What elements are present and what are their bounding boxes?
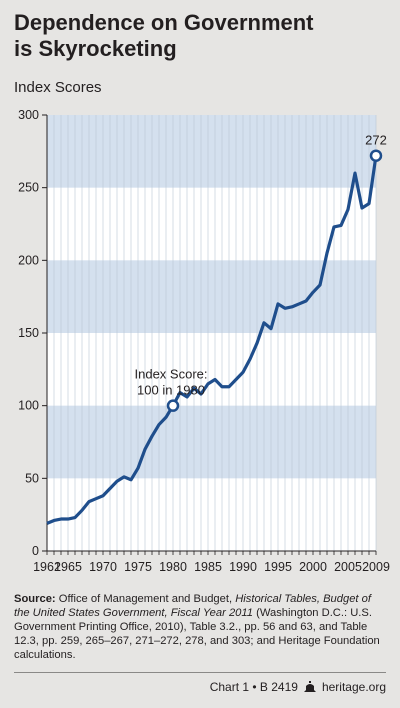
x-tick-label: 1975	[124, 560, 152, 574]
source-label: Source:	[14, 593, 56, 605]
title-line-1: Dependence on Government	[14, 10, 314, 35]
source-text-2: (Washington D.C.: U.S. Government Printi…	[14, 607, 380, 661]
y-tick-label: 250	[18, 181, 39, 195]
y-tick-label: 50	[25, 471, 39, 485]
chart-title: Dependence on Government is Skyrocketing	[14, 10, 386, 62]
x-tick-label: 2005	[334, 560, 362, 574]
marker-2009	[369, 149, 383, 162]
x-tick-label: 1965	[54, 560, 82, 574]
x-tick-label: 2000	[299, 560, 327, 574]
footer-divider	[14, 672, 386, 673]
y-axis-label: Index Scores	[14, 79, 102, 96]
source-text-1: Office of Management and Budget,	[55, 593, 236, 605]
grid-band	[47, 260, 376, 333]
y-tick-label: 150	[18, 326, 39, 340]
source-note: Source: Office of Management and Budget,…	[14, 592, 386, 662]
grid-band	[47, 115, 376, 188]
site-link[interactable]: heritage.org	[321, 680, 386, 694]
x-tick-label: 1970	[89, 560, 117, 574]
title-line-2: is Skyrocketing	[14, 36, 177, 61]
x-tick-label: 2009	[362, 560, 390, 574]
marker-1980	[166, 399, 180, 412]
x-tick-label: 1990	[229, 560, 257, 574]
source-italic: Historical Tables, Budget of the United …	[14, 593, 371, 619]
annotation-2009-value: 272	[365, 133, 387, 148]
grid-band	[47, 405, 376, 479]
y-tick-label: 200	[18, 253, 39, 267]
heritage-bell-icon	[303, 681, 316, 692]
x-tick-label: 1985	[194, 560, 222, 574]
x-tick-label: 1980	[159, 560, 187, 574]
x-tick-label: 1995	[264, 560, 292, 574]
y-tick-label: 0	[32, 544, 39, 558]
y-tick-label: 100	[18, 399, 39, 413]
y-tick-label: 300	[18, 108, 39, 122]
series-line	[46, 155, 378, 525]
footer: Chart 1 • B 2419 heritage.org	[210, 680, 386, 694]
x-tick-label: 1962	[33, 560, 61, 574]
chart-reference: Chart 1 • B 2419	[209, 680, 298, 694]
annotation-1980-line1: Index Score:	[135, 367, 208, 382]
annotation-1980-line2: 100 in 1980	[137, 383, 205, 398]
